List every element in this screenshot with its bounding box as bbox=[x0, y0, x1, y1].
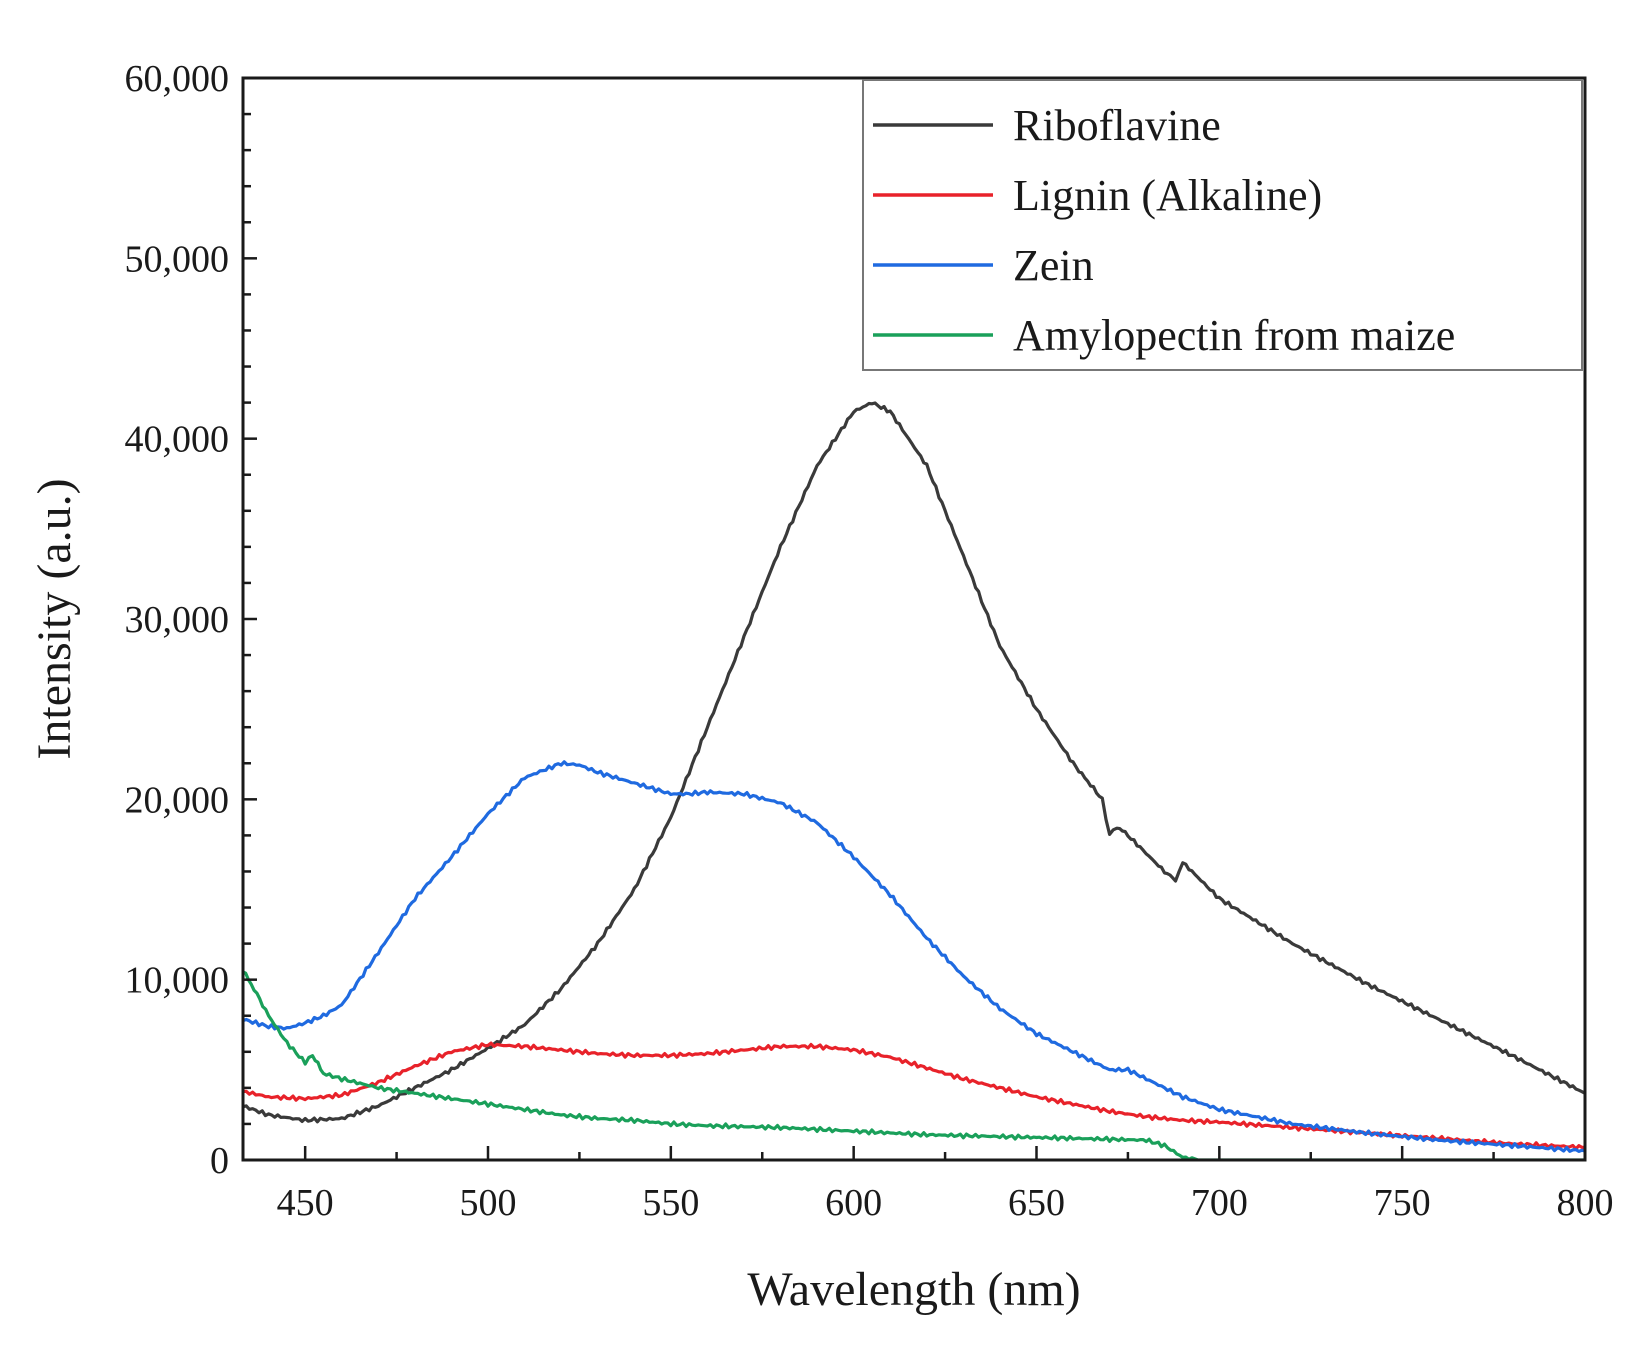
x-tick-label: 650 bbox=[1008, 1182, 1065, 1224]
plot-area bbox=[243, 401, 1585, 1160]
x-axis-title: Wavelength (nm) bbox=[747, 1263, 1080, 1316]
y-tick-label: 10,000 bbox=[125, 960, 230, 1002]
x-tick-label: 450 bbox=[277, 1182, 334, 1224]
legend-label: Zein bbox=[1013, 241, 1094, 290]
x-tick-label: 800 bbox=[1557, 1182, 1614, 1224]
x-tick-label: 700 bbox=[1191, 1182, 1248, 1224]
series-line-amylopectin-from-maize bbox=[243, 970, 1585, 1160]
y-tick-label: 60,000 bbox=[125, 58, 230, 100]
legend: Riboflavine Lignin (Alkaline) Zein Amylopec… bbox=[862, 79, 1583, 371]
x-tick-label: 500 bbox=[459, 1182, 516, 1224]
legend-label: Lignin (Alkaline) bbox=[1013, 171, 1322, 220]
x-tick-label: 550 bbox=[642, 1182, 699, 1224]
series-line-riboflavine bbox=[243, 401, 1585, 1124]
legend-label: Riboflavine bbox=[1013, 101, 1221, 150]
series-line-zein bbox=[243, 760, 1585, 1154]
x-tick-label: 600 bbox=[825, 1182, 882, 1224]
y-axis-title: Intensity (a.u.) bbox=[28, 478, 81, 759]
axes: 0 10,000 20,000 30,000 40,000 50,000 60,000 450… bbox=[125, 58, 1614, 1224]
x-tick-label: 750 bbox=[1374, 1182, 1431, 1224]
y-tick-label: 50,000 bbox=[125, 238, 230, 280]
legend-label: Amylopectin from maize bbox=[1013, 311, 1455, 360]
y-tick-label: 40,000 bbox=[125, 419, 230, 461]
y-tick-label: 20,000 bbox=[125, 779, 230, 821]
y-tick-label: 0 bbox=[210, 1140, 229, 1182]
y-tick-label: 30,000 bbox=[125, 599, 230, 641]
legend-box bbox=[862, 79, 1583, 371]
